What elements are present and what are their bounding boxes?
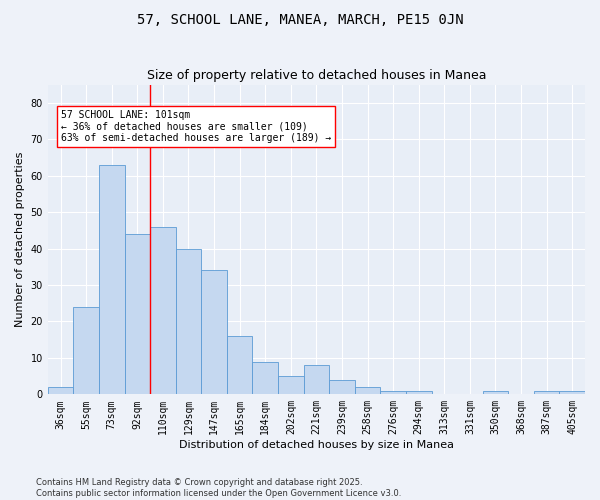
Title: Size of property relative to detached houses in Manea: Size of property relative to detached ho…	[146, 69, 486, 82]
Text: 57 SCHOOL LANE: 101sqm
← 36% of detached houses are smaller (109)
63% of semi-de: 57 SCHOOL LANE: 101sqm ← 36% of detached…	[61, 110, 331, 144]
Bar	[125, 234, 150, 394]
Bar	[150, 226, 176, 394]
Bar	[329, 380, 355, 394]
Bar	[559, 390, 585, 394]
Bar	[355, 387, 380, 394]
Bar	[482, 390, 508, 394]
Bar	[99, 164, 125, 394]
Y-axis label: Number of detached properties: Number of detached properties	[15, 152, 25, 327]
Bar	[176, 248, 201, 394]
Text: 57, SCHOOL LANE, MANEA, MARCH, PE15 0JN: 57, SCHOOL LANE, MANEA, MARCH, PE15 0JN	[137, 12, 463, 26]
Bar	[278, 376, 304, 394]
X-axis label: Distribution of detached houses by size in Manea: Distribution of detached houses by size …	[179, 440, 454, 450]
Bar	[534, 390, 559, 394]
Bar	[304, 365, 329, 394]
Bar	[73, 307, 99, 394]
Bar	[227, 336, 253, 394]
Bar	[253, 362, 278, 394]
Bar	[380, 390, 406, 394]
Bar	[406, 390, 431, 394]
Text: Contains HM Land Registry data © Crown copyright and database right 2025.
Contai: Contains HM Land Registry data © Crown c…	[36, 478, 401, 498]
Bar	[201, 270, 227, 394]
Bar	[48, 387, 73, 394]
